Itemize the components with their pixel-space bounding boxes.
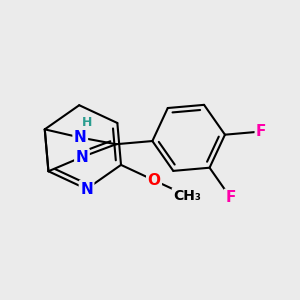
Text: H: H <box>82 116 92 129</box>
Text: CH₃: CH₃ <box>173 189 201 203</box>
Text: N: N <box>74 130 87 145</box>
Text: N: N <box>80 182 93 196</box>
Text: F: F <box>225 190 236 205</box>
Text: N: N <box>76 149 88 164</box>
Text: O: O <box>148 173 160 188</box>
Text: F: F <box>256 124 266 139</box>
